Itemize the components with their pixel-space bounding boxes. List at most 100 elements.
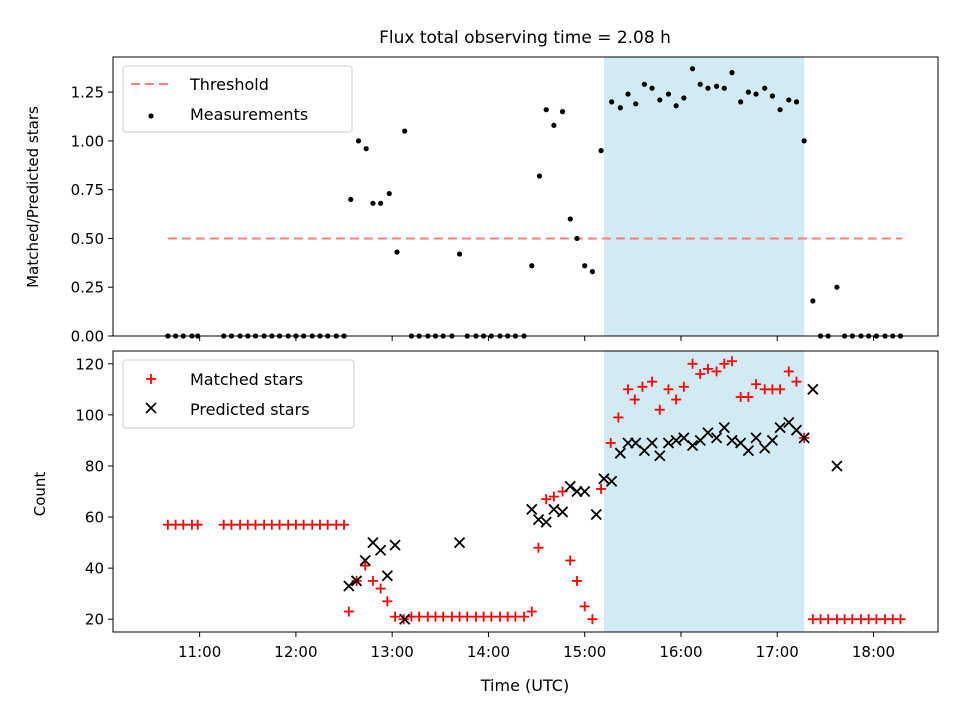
y-tick-label: 0.25 <box>71 279 104 297</box>
legend-matched-label: Matched stars <box>190 370 303 389</box>
matched-star-point <box>847 614 858 625</box>
measurement-point <box>777 107 783 113</box>
predicted-star-point <box>774 421 786 434</box>
y-tick-label: 1.25 <box>71 84 104 102</box>
measurement-point <box>705 85 711 91</box>
predicted-star-point <box>654 450 666 462</box>
matched-star-point <box>510 611 521 622</box>
matched-star-point <box>751 379 762 390</box>
matched-star-point <box>775 384 786 395</box>
measurement-point <box>625 91 631 97</box>
measurement-point <box>589 269 596 275</box>
measurement-point <box>834 284 840 290</box>
y-tick-label: 1.00 <box>71 132 104 150</box>
predicted-star-point <box>548 503 560 516</box>
predicted-star-point <box>710 432 723 444</box>
measurement-point <box>721 85 727 91</box>
measurement-point <box>657 97 663 103</box>
x-tick-label: 13:00 <box>371 643 414 661</box>
measurement-point <box>582 263 588 269</box>
measurement-point <box>617 105 623 111</box>
predicted-star-point <box>540 516 552 528</box>
y-tick-label: 0.50 <box>71 230 104 248</box>
matched-star-point <box>486 611 497 622</box>
measurement-point <box>665 91 672 97</box>
matched-star-point <box>572 575 583 586</box>
top-shaded-region <box>603 57 805 336</box>
predicted-star-point <box>399 613 411 625</box>
top-points <box>165 66 904 339</box>
predicted-star-point <box>359 554 371 567</box>
predicted-star-point <box>831 460 843 472</box>
measurement-point <box>348 196 354 203</box>
matched-star-point <box>375 583 386 594</box>
matched-star-point <box>587 614 598 625</box>
measurement-point <box>402 128 408 134</box>
matched-star-point <box>250 519 261 530</box>
measurement-point <box>363 146 369 152</box>
predicted-star-point <box>646 437 658 449</box>
matched-star-point <box>548 491 559 502</box>
matched-star-point <box>743 391 754 402</box>
x-tick-label: 12:00 <box>274 643 317 661</box>
matched-star-point <box>322 519 333 530</box>
x-tick-label: 16:00 <box>659 643 702 661</box>
matched-star-point <box>823 614 834 625</box>
matched-star-point <box>783 366 794 377</box>
matched-star-point <box>695 368 706 379</box>
top-axes-frame <box>112 56 939 337</box>
y-tick-label: 120 <box>75 355 104 373</box>
measurement-point <box>681 95 687 101</box>
matched-star-point <box>647 376 658 387</box>
matched-star-point <box>438 611 449 622</box>
matched-star-point <box>687 358 698 369</box>
measurement-point <box>386 190 392 197</box>
matched-star-point <box>274 519 285 530</box>
matched-star-point <box>711 366 722 377</box>
measurement-point <box>697 81 703 87</box>
legend-measurements-label: Measurements <box>190 105 308 124</box>
matched-star-point <box>382 596 393 607</box>
measurement-point <box>378 200 384 206</box>
measurement-point <box>559 109 566 115</box>
measurement-point <box>536 173 543 179</box>
y-tick-label: 60 <box>85 509 104 527</box>
x-tick-label: 11:00 <box>178 643 221 661</box>
measurement-point <box>641 81 647 87</box>
matched-star-point <box>343 606 354 617</box>
measurement-point <box>394 249 400 255</box>
measurement-point <box>609 99 615 105</box>
predicted-star-point <box>614 447 626 459</box>
predicted-star-point <box>718 421 730 434</box>
bottom-legend: Matched stars Predicted stars <box>122 359 355 429</box>
x-tick-label: 15:00 <box>563 643 606 661</box>
predicted-star-point <box>343 580 355 592</box>
measurement-point <box>574 235 580 242</box>
measurement-point <box>689 66 696 72</box>
y-tick-label: 0.75 <box>71 181 104 199</box>
matched-star-point <box>360 560 371 571</box>
predicted-star-point <box>564 480 576 493</box>
legend-predicted-label: Predicted stars <box>190 400 310 419</box>
matched-star-point <box>533 542 544 553</box>
matched-star-point <box>671 394 682 405</box>
matched-star-point <box>726 356 737 367</box>
matched-star-point <box>414 611 425 622</box>
matched-star-point <box>367 575 378 586</box>
x-tick-label: 18:00 <box>852 643 895 661</box>
matched-star-point <box>519 611 530 622</box>
measurement-point <box>801 138 807 144</box>
predicted-star-point <box>807 383 819 395</box>
predicted-star-point <box>798 432 810 444</box>
measurement-point <box>673 103 679 109</box>
bottom-x-ticks: 11:00 12:00 13:00 14:00 15:00 16:00 17:00 18:00 <box>178 632 895 661</box>
matched-star-point <box>623 384 634 395</box>
matched-star-point <box>339 519 350 530</box>
matched-star-point <box>629 394 640 405</box>
top-x-ticks <box>199 336 875 341</box>
measurement-point <box>370 200 376 206</box>
measurement-point <box>529 263 535 269</box>
matched-star-point <box>663 384 674 395</box>
measurement-point <box>745 89 751 95</box>
